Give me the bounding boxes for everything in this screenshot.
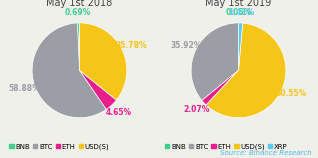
Wedge shape (78, 23, 80, 70)
Title: May 1st 2019: May 1st 2019 (205, 0, 272, 7)
Wedge shape (80, 23, 127, 100)
Wedge shape (238, 23, 243, 70)
Text: 1.41%: 1.41% (228, 8, 254, 17)
Wedge shape (202, 70, 238, 105)
Text: 2.07%: 2.07% (183, 105, 210, 114)
Text: 4.65%: 4.65% (106, 108, 132, 117)
Wedge shape (191, 23, 238, 100)
Text: 58.88%: 58.88% (9, 84, 40, 93)
Text: 0.69%: 0.69% (65, 8, 91, 17)
Wedge shape (80, 70, 116, 109)
Title: May 1st 2018: May 1st 2018 (46, 0, 113, 7)
Legend: BNB, BTC, ETH, USD(S): BNB, BTC, ETH, USD(S) (7, 141, 112, 153)
Wedge shape (32, 23, 106, 118)
Text: 0.05%: 0.05% (225, 8, 252, 17)
Text: 60.55%: 60.55% (276, 89, 307, 98)
Legend: BNB, BTC, ETH, USD(S), XRP: BNB, BTC, ETH, USD(S), XRP (162, 141, 291, 153)
Text: 35.78%: 35.78% (116, 41, 148, 50)
Text: 35.92%: 35.92% (170, 41, 202, 50)
Text: Source: Binance Research: Source: Binance Research (220, 150, 312, 156)
Wedge shape (206, 23, 286, 118)
